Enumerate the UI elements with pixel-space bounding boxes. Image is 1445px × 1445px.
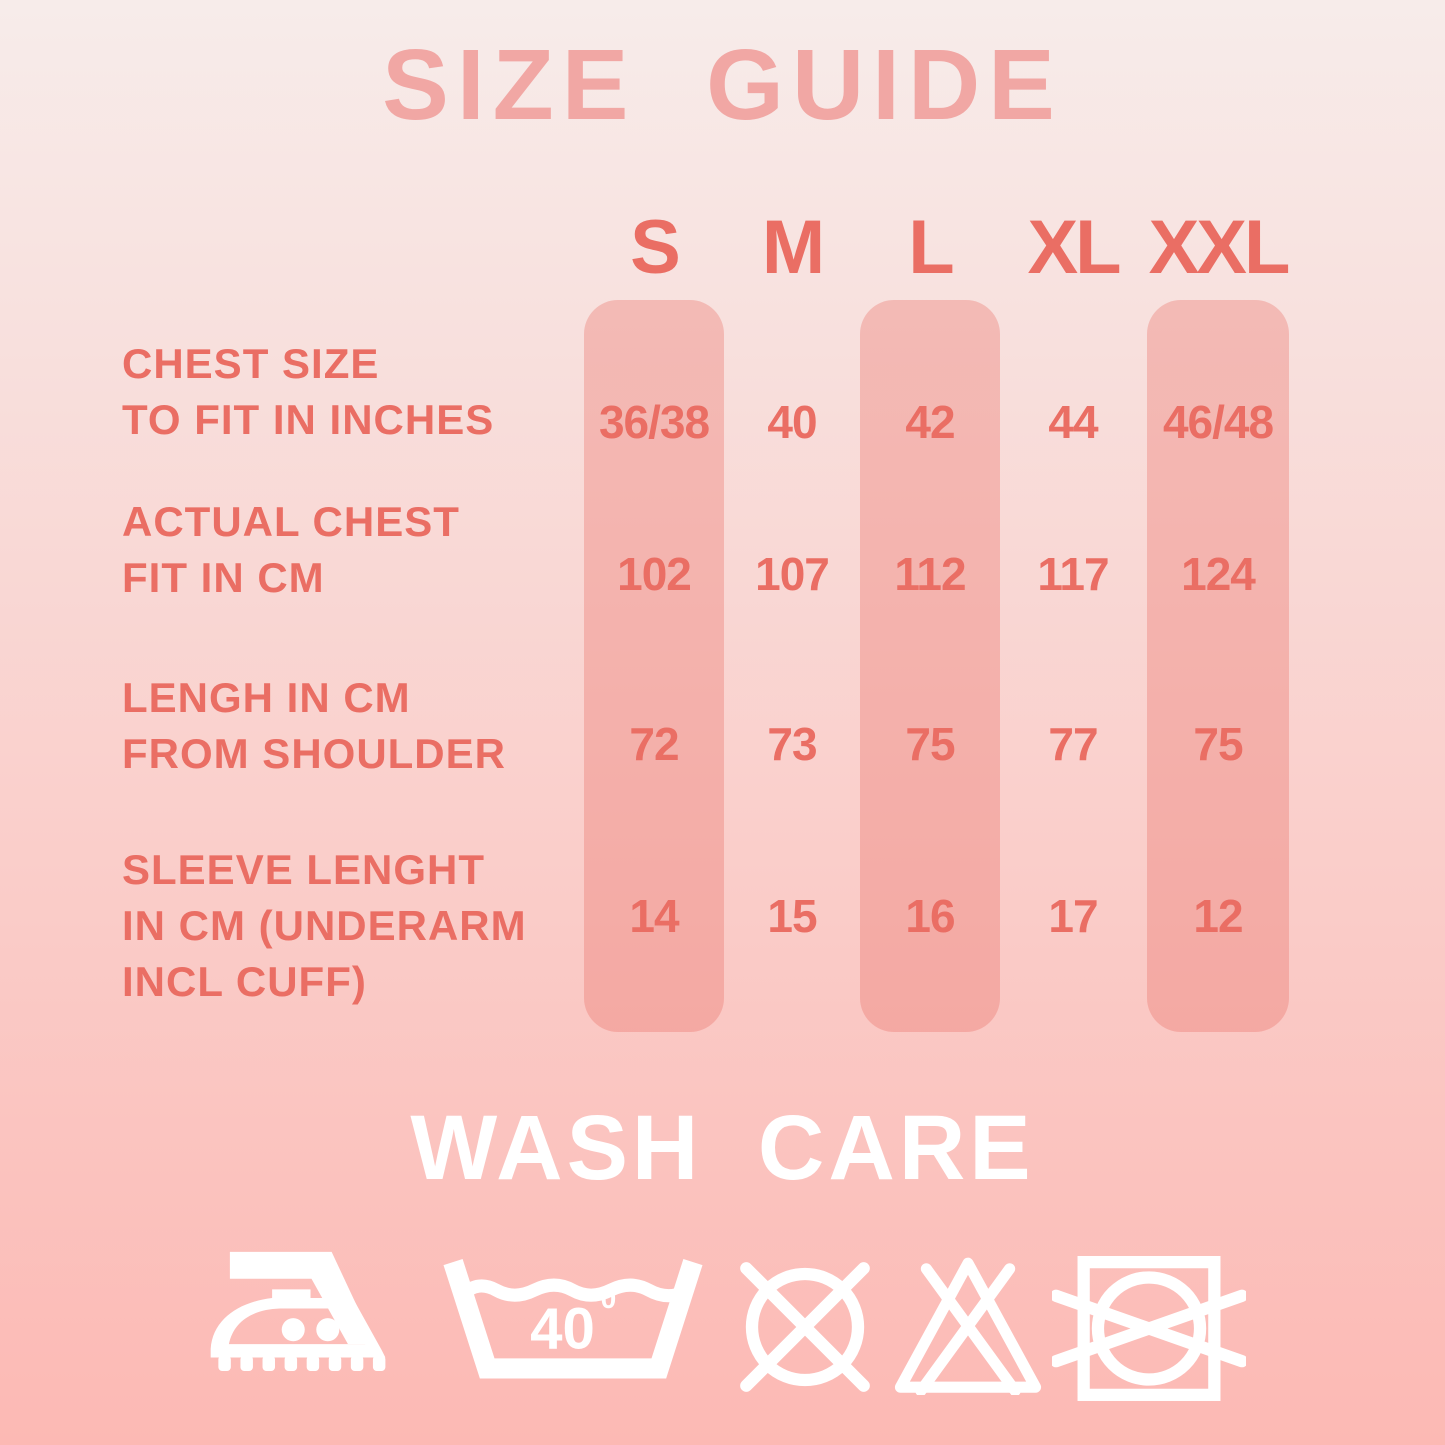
cell-length-xxl: 75 [1193, 718, 1243, 770]
cell-sleeve-m: 15 [767, 890, 817, 942]
row-label-actual-chest-cm: ACTUAL CHEST FIT IN CM [122, 494, 592, 606]
cell-length-l: 75 [905, 718, 955, 770]
cell-chest-cm-l: 112 [894, 548, 966, 600]
row-label-line: FROM SHOULDER [122, 730, 506, 777]
row-label-line: TO FIT IN INCHES [122, 396, 495, 443]
wash-at-40-icon: 40 0 [440, 1252, 706, 1380]
column-band-xxl [1147, 300, 1289, 1032]
cell-chest-cm-xl: 117 [1037, 548, 1109, 600]
cell-chest-cm-s: 102 [617, 548, 692, 600]
column-header-l: L [908, 205, 954, 290]
cell-length-xl: 77 [1048, 718, 1098, 770]
row-label-line: LENGH IN CM [122, 674, 411, 721]
row-label-line: INCL CUFF) [122, 958, 367, 1005]
cell-sleeve-xl: 17 [1048, 890, 1098, 942]
row-label-line: ACTUAL CHEST [122, 498, 460, 545]
row-label-line: FIT IN CM [122, 554, 325, 601]
row-label-line: SLEEVE LENGHT [122, 846, 486, 893]
cell-chest-inches-m: 40 [767, 396, 817, 448]
do-not-dry-clean-icon [734, 1256, 876, 1398]
column-header-xl: XL [1027, 205, 1121, 290]
cell-chest-inches-xl: 44 [1048, 396, 1098, 448]
cell-length-m: 73 [767, 718, 817, 770]
iron-icon [203, 1250, 395, 1377]
cell-chest-cm-xxl: 124 [1181, 548, 1256, 600]
column-band-l [860, 300, 1000, 1032]
cell-chest-inches-s: 36/38 [598, 396, 710, 448]
column-header-s: S [630, 205, 681, 290]
column-header-m: M [761, 205, 825, 290]
cell-chest-inches-xxl: 46/48 [1162, 396, 1274, 448]
row-label-sleeve-length: SLEEVE LENGHT IN CM (UNDERARM INCL CUFF) [122, 842, 592, 1010]
page-title: SIZE GUIDE [382, 29, 1063, 141]
row-label-chest-size-inches: CHEST SIZE TO FIT IN INCHES [122, 336, 592, 448]
cell-length-s: 72 [629, 718, 679, 770]
cell-sleeve-s: 14 [629, 890, 679, 942]
wash-temperature-value: 40 [530, 1296, 595, 1361]
do-not-tumble-dry-icon [1052, 1256, 1246, 1401]
row-label-line: CHEST SIZE [122, 340, 380, 387]
wash-temperature-superscript: 0 [601, 1283, 617, 1314]
row-label-line: IN CM (UNDERARM [122, 902, 527, 949]
wash-care-title: WASH CARE [410, 1097, 1035, 1199]
column-header-xxl: XXL [1148, 205, 1291, 290]
cell-chest-cm-m: 107 [755, 548, 830, 600]
cell-sleeve-l: 16 [905, 890, 955, 942]
cell-sleeve-xxl: 12 [1193, 890, 1243, 942]
column-band-s [584, 300, 724, 1032]
row-label-length-from-shoulder: LENGH IN CM FROM SHOULDER [122, 670, 592, 782]
cell-chest-inches-l: 42 [905, 396, 955, 448]
do-not-bleach-icon [894, 1254, 1042, 1395]
